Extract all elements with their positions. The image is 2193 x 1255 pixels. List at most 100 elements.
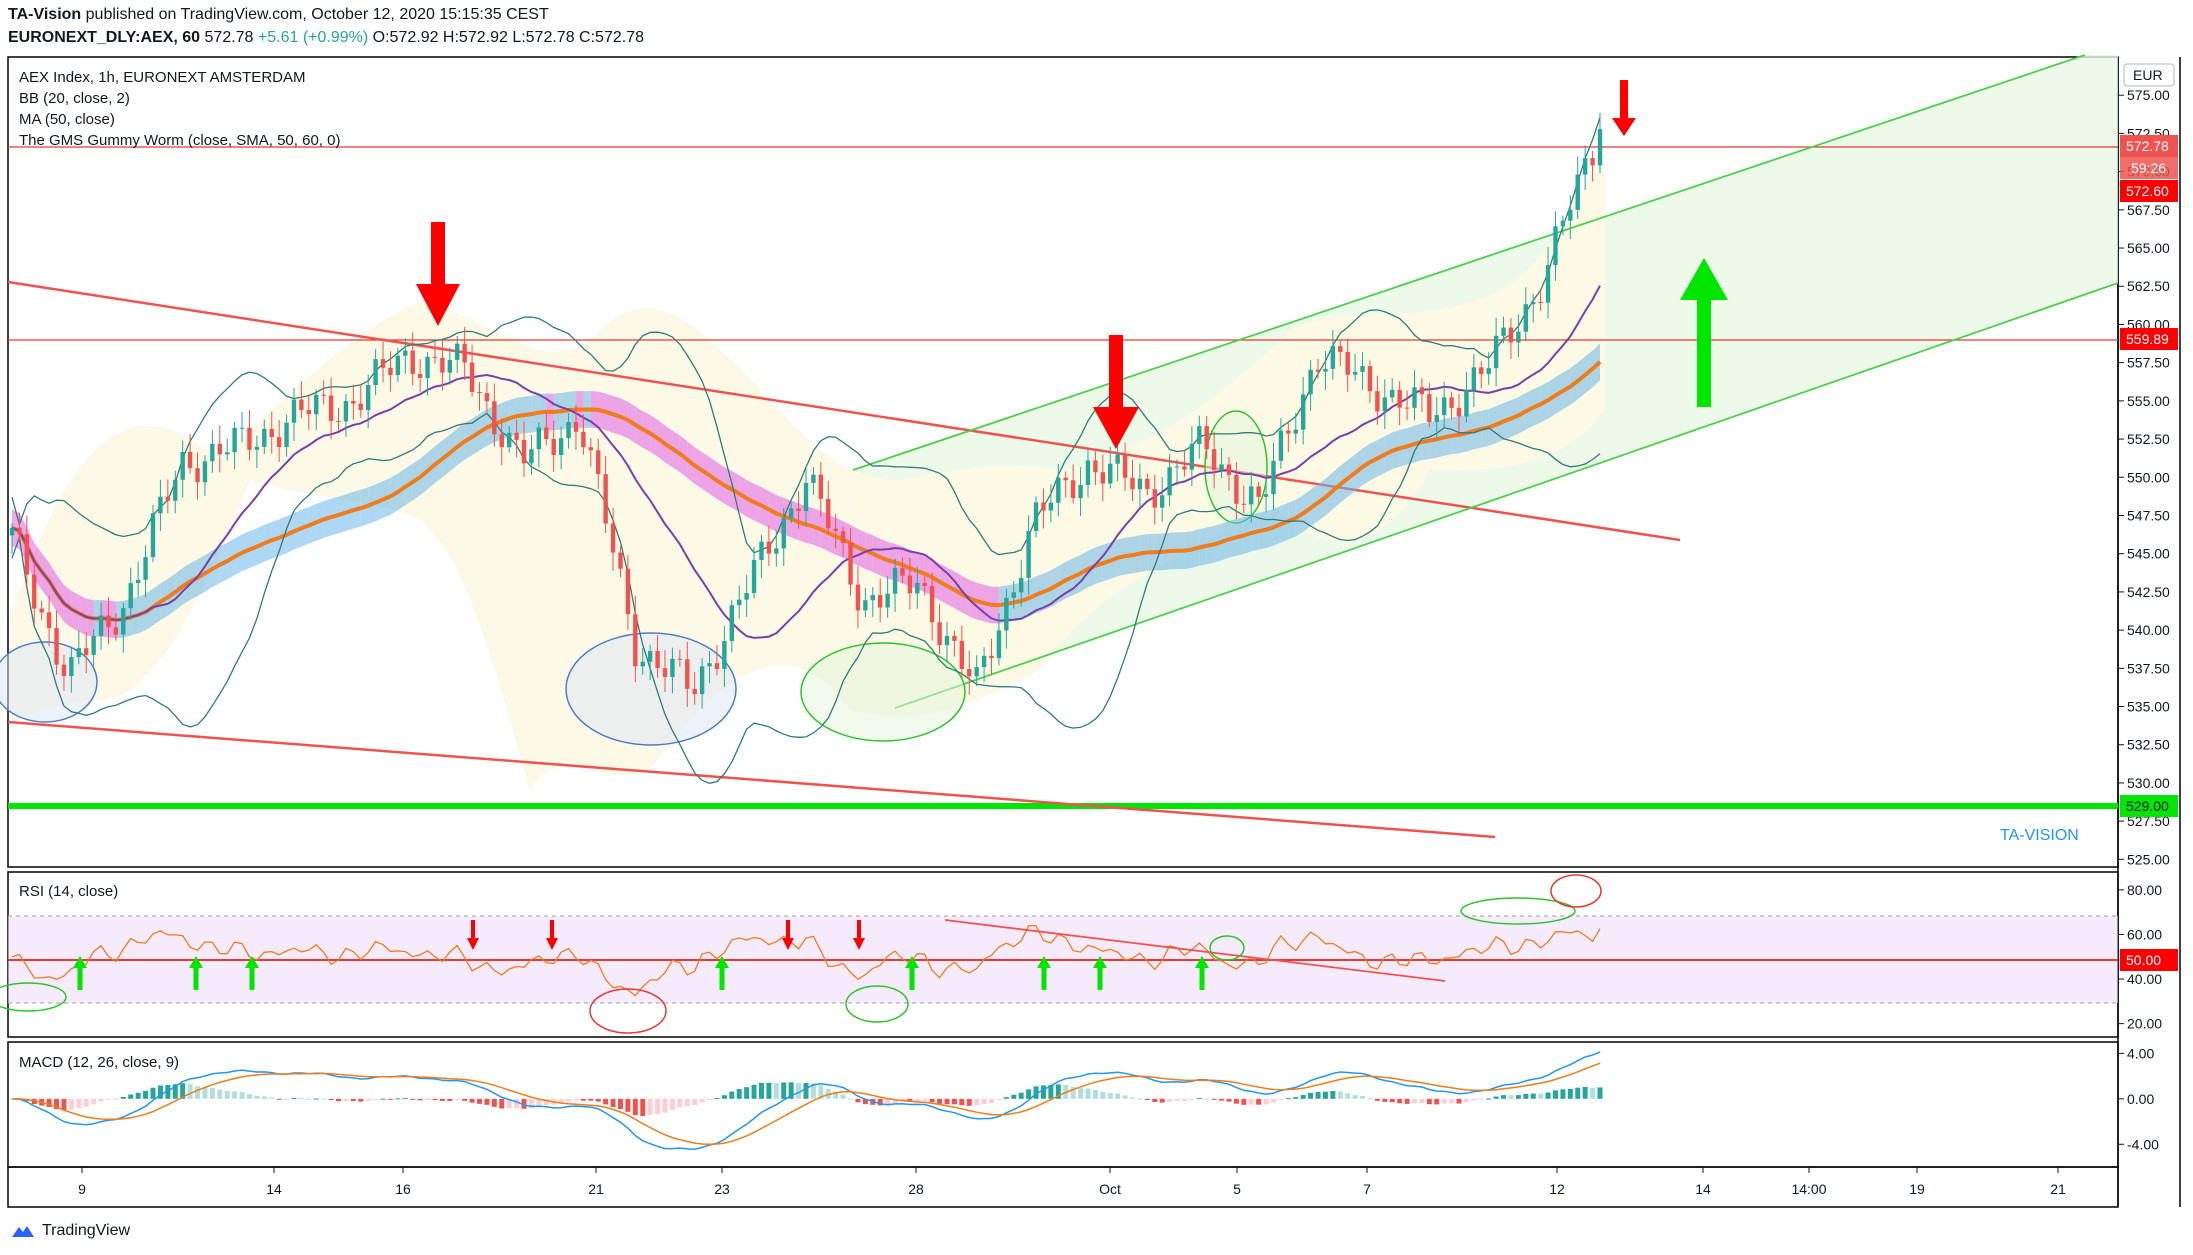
candle-body bbox=[1308, 369, 1313, 395]
candle-body bbox=[1271, 460, 1276, 495]
macd-hist-bar bbox=[929, 1098, 935, 1103]
macd-hist-bar bbox=[54, 1098, 60, 1110]
macd-hist-bar bbox=[402, 1098, 408, 1100]
candle-body bbox=[143, 557, 148, 580]
candle-body bbox=[1174, 466, 1180, 468]
candle-body bbox=[1226, 464, 1232, 475]
candle-body bbox=[1152, 489, 1157, 508]
candle-body bbox=[1419, 387, 1425, 395]
candle-body bbox=[269, 428, 274, 438]
candle-body bbox=[1300, 394, 1306, 430]
channel-line-lower bbox=[894, 282, 2119, 709]
rsi-up-arrow-shaft bbox=[719, 968, 725, 990]
candle-body bbox=[855, 584, 861, 611]
candle-body bbox=[210, 443, 215, 462]
candle-body bbox=[759, 541, 764, 560]
rsi-arrows bbox=[73, 920, 1209, 990]
candle-body bbox=[1464, 390, 1469, 417]
rsi-down-arrow-head bbox=[467, 938, 479, 950]
price-axis[interactable]: 525.00 527.50 530.00 532.50 535.00 537.50 540.… bbox=[2118, 87, 2170, 867]
candle-body bbox=[1130, 477, 1135, 490]
candle-body bbox=[1048, 502, 1054, 511]
macd-hist-bar bbox=[291, 1097, 297, 1099]
macd-hist-bar bbox=[1515, 1095, 1521, 1099]
author-name[interactable]: TA-Vision bbox=[8, 6, 82, 23]
price-tick-label: 527.50 bbox=[2127, 813, 2170, 829]
macd-hist-bar bbox=[595, 1098, 601, 1102]
macd-hist-bar bbox=[1434, 1098, 1440, 1105]
tradingview-logo[interactable]: TradingView bbox=[10, 1222, 130, 1240]
candle-body bbox=[878, 595, 883, 608]
candle-body bbox=[640, 661, 645, 667]
rsi-up-arrow-shaft bbox=[1097, 968, 1103, 990]
price-tick-label: 575.00 bbox=[2127, 87, 2170, 103]
macd-hist-bar bbox=[120, 1096, 126, 1099]
candle-body bbox=[514, 432, 519, 440]
candle-body bbox=[447, 359, 453, 373]
candle-body bbox=[1404, 407, 1410, 409]
macd-pane[interactable] bbox=[7, 1041, 2119, 1168]
candle-body bbox=[150, 513, 156, 558]
rsi-label: RSI (14, close) bbox=[19, 883, 118, 900]
candle-body bbox=[328, 395, 334, 421]
candle-body bbox=[24, 534, 30, 575]
candle-body bbox=[1137, 478, 1143, 490]
candle-body bbox=[440, 357, 445, 373]
moving-average-line bbox=[11, 285, 1601, 639]
macd-hist-bar bbox=[744, 1087, 750, 1099]
candle-body bbox=[254, 446, 260, 450]
macd-hist-bar bbox=[788, 1082, 794, 1099]
rsi-down-arrow-head bbox=[546, 938, 558, 950]
macd-hist-bar bbox=[1582, 1086, 1588, 1099]
macd-axis[interactable]: -4.00 0.00 4.00 bbox=[2118, 1045, 2159, 1152]
macd-hist-bar bbox=[1538, 1093, 1544, 1099]
macd-hist-bar bbox=[892, 1098, 898, 1104]
candle-body bbox=[17, 527, 22, 535]
candle-body bbox=[1315, 369, 1321, 372]
time-tick-label: 16 bbox=[395, 1181, 411, 1197]
macd-hist-bar bbox=[1189, 1098, 1195, 1100]
rsi-ellipse-3 bbox=[845, 985, 909, 1023]
candle-body bbox=[506, 432, 512, 448]
candle-body bbox=[1479, 367, 1484, 375]
time-tick-label: 21 bbox=[2050, 1181, 2066, 1197]
candle-body bbox=[1360, 366, 1365, 372]
macd-hist-bar bbox=[1070, 1086, 1076, 1099]
macd-hist-bar bbox=[1092, 1089, 1098, 1099]
candle-body bbox=[69, 657, 74, 677]
macd-hist-bar bbox=[707, 1098, 713, 1100]
time-tick-label: 14:00 bbox=[1791, 1181, 1826, 1197]
macd-hist-bar bbox=[91, 1098, 97, 1105]
candle-body bbox=[1441, 397, 1447, 416]
candle-body bbox=[722, 641, 727, 669]
macd-hist-bar bbox=[1100, 1091, 1106, 1099]
candle-body bbox=[840, 531, 846, 543]
macd-hist-bar bbox=[528, 1098, 534, 1109]
macd-hist-bar bbox=[1048, 1085, 1054, 1099]
rsi-tick-label: 60.00 bbox=[2127, 926, 2162, 942]
rsi-axis[interactable]: 20.00 40.00 60.00 80.00 bbox=[2118, 882, 2162, 1032]
macd-hist-bar bbox=[105, 1098, 111, 1100]
macd-hist-bar bbox=[558, 1098, 564, 1104]
candle-body bbox=[1352, 371, 1358, 375]
macd-hist-bar bbox=[128, 1094, 134, 1099]
price-tick-label: 562.50 bbox=[2127, 278, 2170, 294]
footer-brand: TradingView bbox=[42, 1222, 131, 1239]
last-price: 572.78 bbox=[204, 29, 254, 46]
macd-hist-bar bbox=[1560, 1089, 1566, 1099]
candle-body bbox=[395, 355, 401, 376]
candle-body bbox=[1159, 495, 1165, 508]
price-tick-label: 525.00 bbox=[2127, 851, 2170, 867]
candle-body bbox=[314, 394, 319, 415]
candle-body bbox=[417, 374, 423, 379]
rsi-ellipse-6 bbox=[1550, 874, 1602, 908]
time-axis-labels[interactable]: 9 14 16 21 23 28 Oct 5 7 12 14 14:00 19 21 bbox=[78, 1167, 2066, 1197]
macd-hist-bar bbox=[447, 1098, 453, 1101]
macd-hist-bar bbox=[232, 1091, 238, 1099]
candle-body bbox=[1249, 486, 1254, 505]
candle-body bbox=[974, 667, 979, 677]
candle-body bbox=[1182, 466, 1187, 470]
symbol-name: EURONEXT_DLY:AEX, 60 bbox=[8, 29, 201, 46]
currency-label[interactable]: EUR bbox=[2133, 67, 2163, 83]
